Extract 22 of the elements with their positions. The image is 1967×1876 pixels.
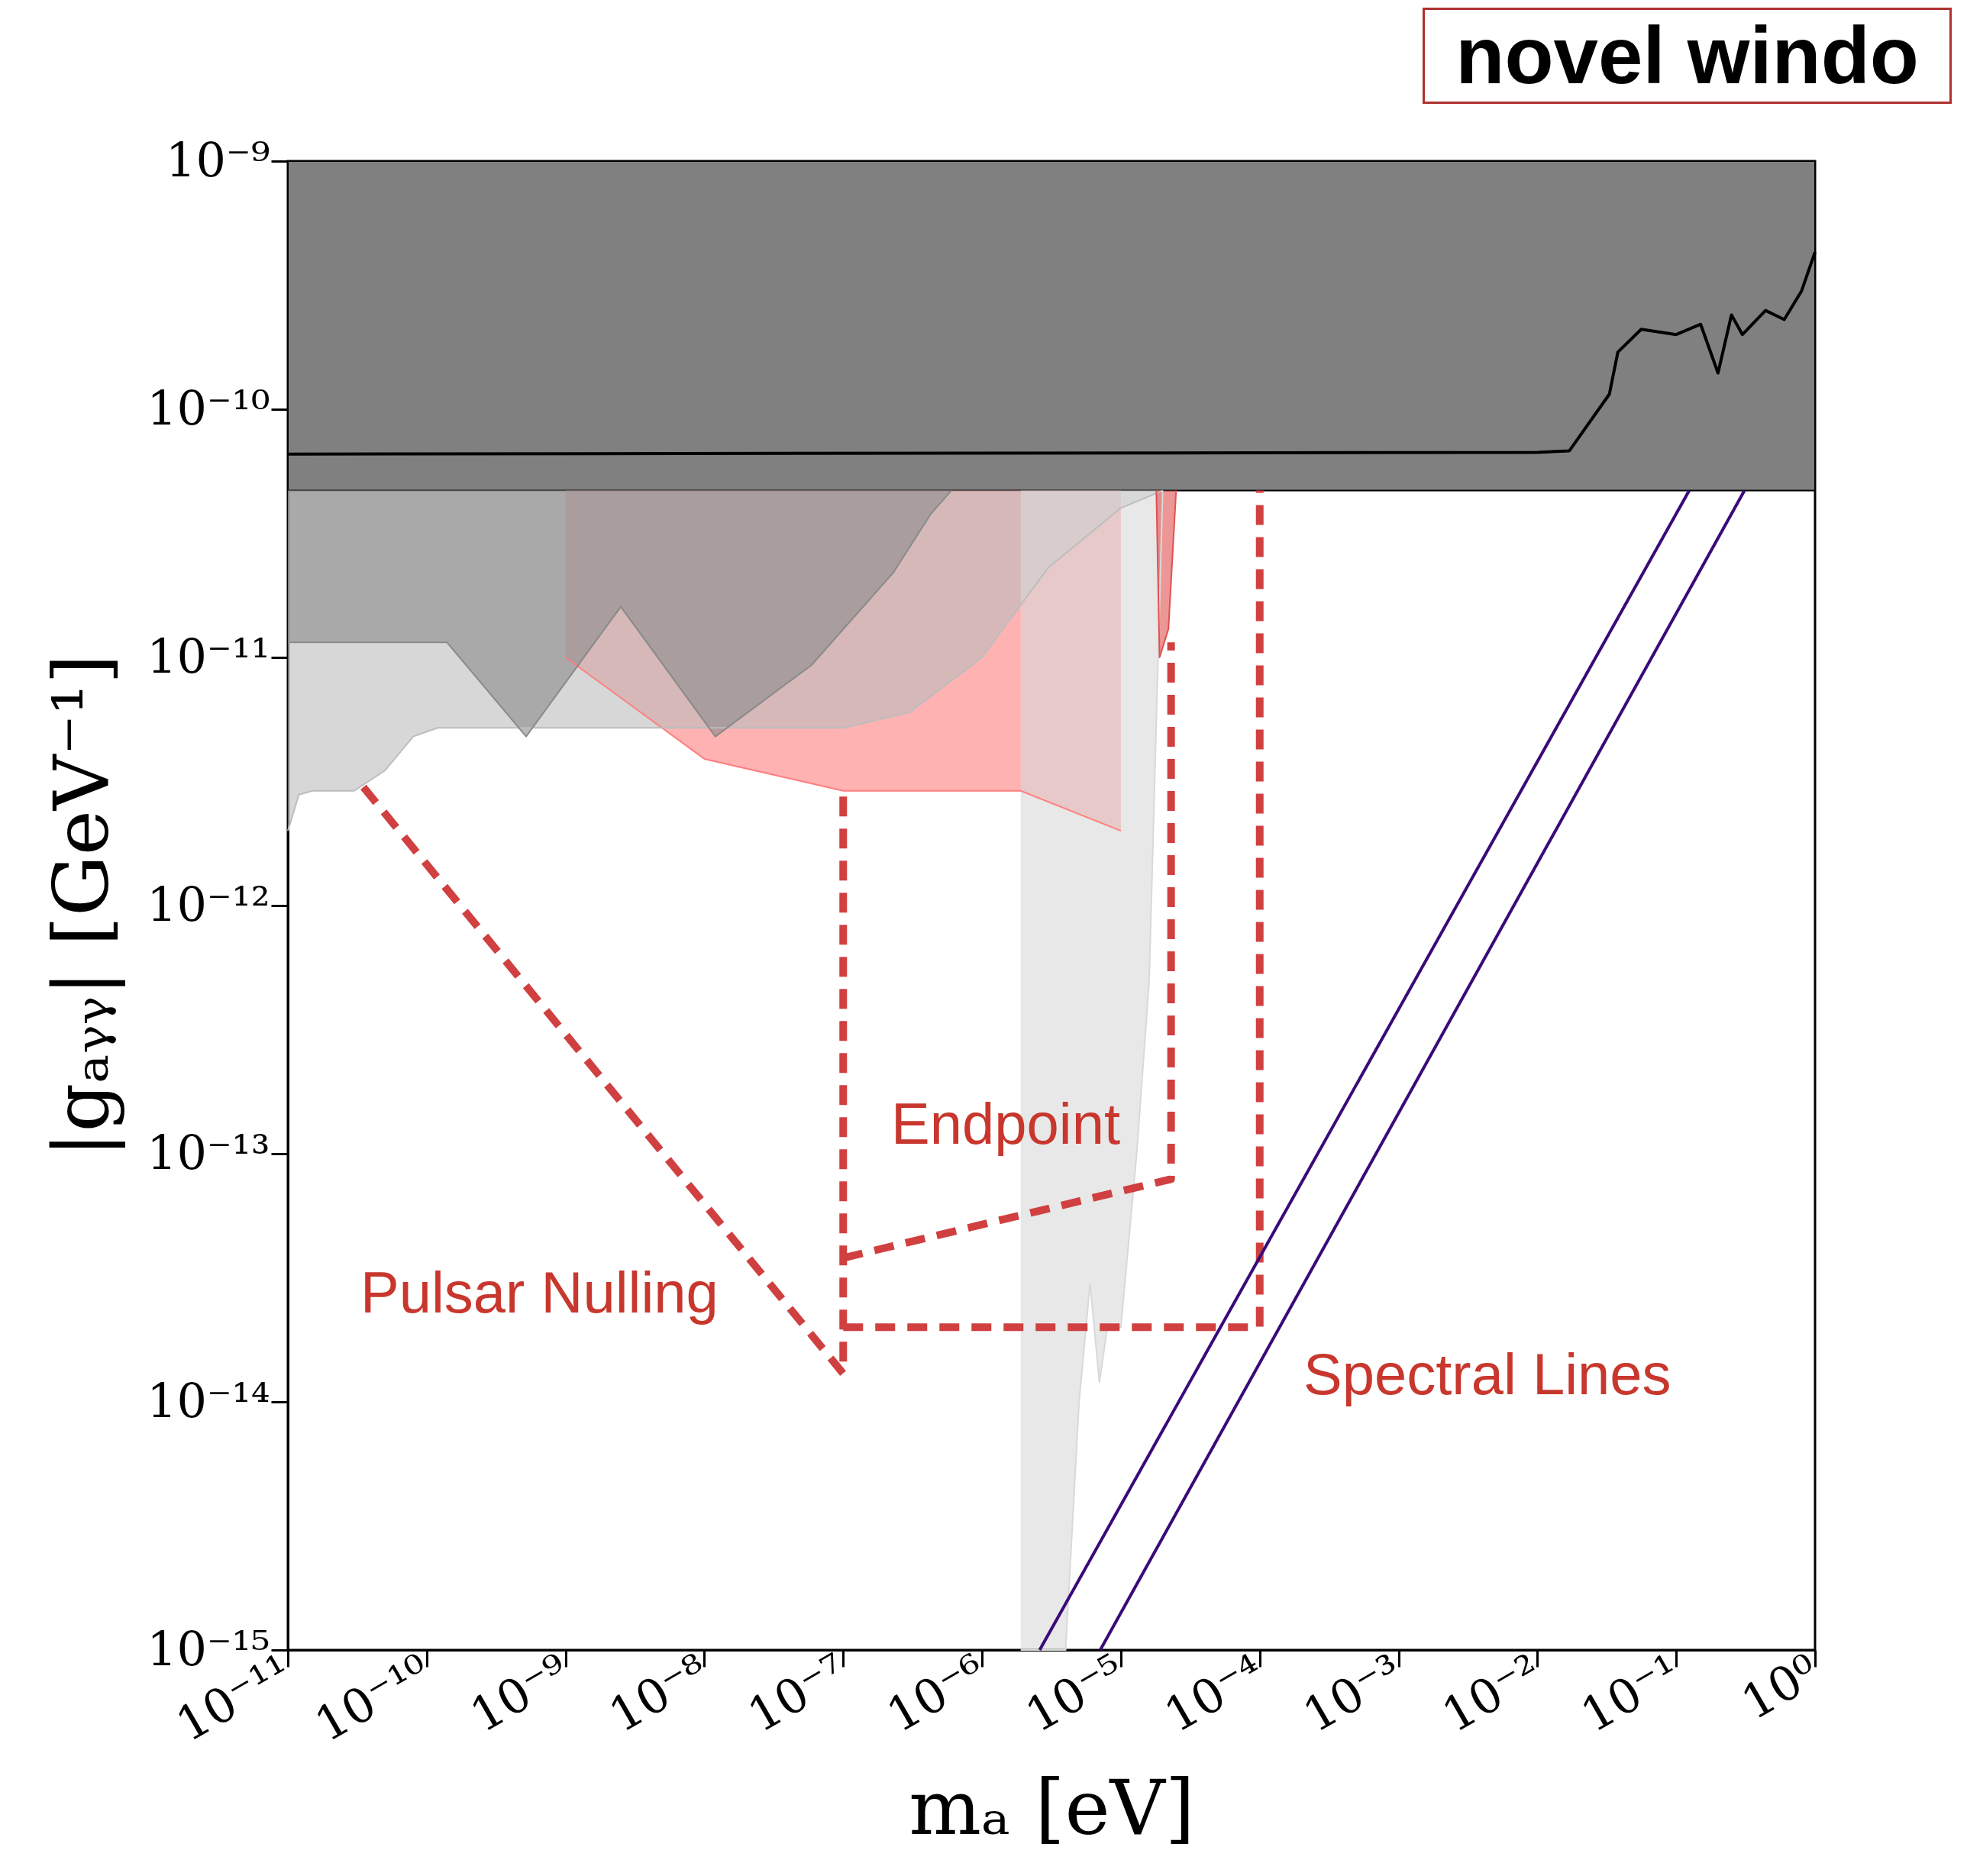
x-tick-label: 10⁻⁵ bbox=[1016, 1642, 1135, 1744]
x-tick-label: 10⁻² bbox=[1432, 1642, 1551, 1744]
x-tick-label: 10⁻⁷ bbox=[738, 1642, 857, 1744]
y-tick-label: 10⁻¹² bbox=[147, 876, 270, 932]
x-tick-label: 10⁻⁹ bbox=[460, 1642, 580, 1744]
y-tick-label: 10⁻¹¹ bbox=[147, 628, 270, 684]
y-tick-label: 10⁻¹⁴ bbox=[147, 1372, 270, 1429]
text: novel windo bbox=[1423, 8, 1952, 104]
y-tick-label: 10⁻⁹ bbox=[166, 131, 270, 188]
y-tick-label: 10⁻¹⁰ bbox=[147, 379, 270, 436]
x-tick-label: 10⁻⁴ bbox=[1155, 1642, 1274, 1744]
annotation: Spectral Lines bbox=[1303, 1342, 1671, 1406]
x-axis-title: mₐ [eV] bbox=[909, 1763, 1195, 1853]
y-tick-label: 10⁻¹³ bbox=[147, 1124, 270, 1180]
x-tick-label: 10⁻³ bbox=[1294, 1642, 1413, 1744]
y-axis-title: |gₐᵧᵧ| [GeV⁻¹] bbox=[37, 654, 127, 1158]
annotation: Pulsar Nulling bbox=[360, 1260, 719, 1325]
x-tick-label: 10⁻⁸ bbox=[599, 1642, 718, 1744]
annotation: Endpoint bbox=[891, 1091, 1121, 1156]
x-tick-label: 10⁰ bbox=[1732, 1642, 1829, 1731]
x-tick-label: 10⁻⁶ bbox=[877, 1642, 996, 1744]
x-tick-label: 10⁻¹ bbox=[1571, 1642, 1690, 1744]
